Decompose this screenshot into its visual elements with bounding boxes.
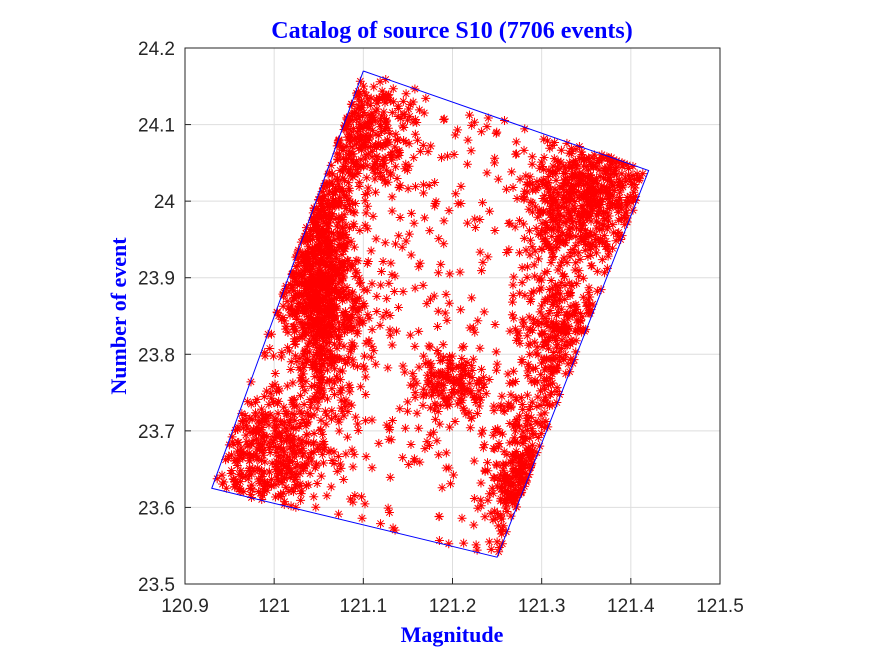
scatter-point-group	[227, 86, 633, 550]
scatter-point-group	[223, 82, 640, 555]
x-tick-label: 121.4	[607, 596, 655, 617]
y-tick-label: 23.5	[138, 575, 175, 596]
y-axis-label: Number of event	[106, 237, 131, 395]
source-boundary-polygon	[211, 70, 650, 558]
x-axis-label: Magnitude	[401, 622, 504, 647]
y-tick-label: 23.9	[138, 269, 175, 290]
x-tick-label: 120.9	[161, 596, 209, 617]
x-tick-label: 121.3	[518, 596, 566, 617]
scatter-points	[212, 74, 648, 557]
x-axis-ticks: 120.9 121 121.1 121.2 121.3 121.4 121.5	[161, 578, 744, 617]
y-tick-label: 23.7	[138, 422, 175, 443]
y-tick-label: 24.1	[138, 116, 175, 137]
y-tick-label: 23.8	[138, 345, 175, 366]
y-axis-ticks: 23.5 23.6 23.7 23.8 23.9 24 24.1 24.2	[138, 39, 191, 596]
x-tick-label: 121.2	[429, 596, 477, 617]
y-tick-label: 23.6	[138, 498, 175, 519]
chart-title: Catalog of source S10 (7706 events)	[271, 18, 633, 44]
x-tick-label: 121.1	[340, 596, 388, 617]
x-tick-label: 121.5	[696, 596, 744, 617]
x-tick-label: 121	[258, 596, 290, 617]
y-tick-label: 24	[154, 192, 176, 213]
y-tick-label: 24.2	[138, 39, 175, 60]
